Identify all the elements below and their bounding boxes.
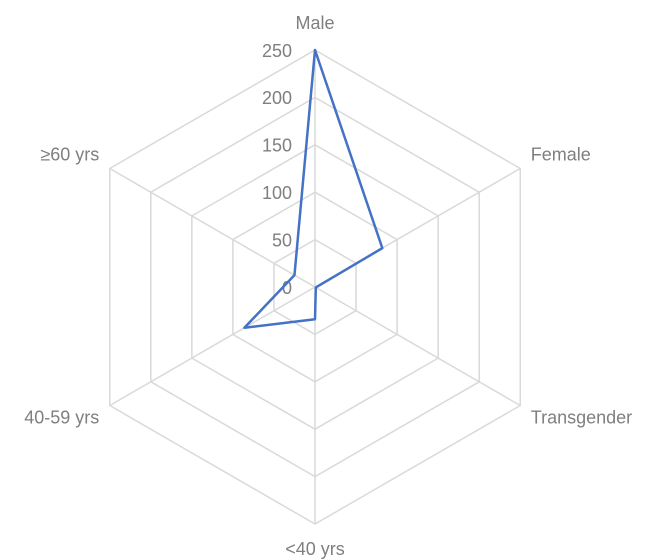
r-tick-label: 200 xyxy=(262,88,292,108)
category-label: ≥60 yrs xyxy=(40,144,99,164)
spoke xyxy=(109,167,316,288)
category-label: <40 yrs xyxy=(285,539,345,559)
r-tick-label: 100 xyxy=(262,183,292,203)
spoke xyxy=(314,286,521,407)
r-tick-label: 0 xyxy=(282,278,292,298)
spoke xyxy=(109,286,316,407)
r-tick-label: 150 xyxy=(262,136,292,156)
category-label: Female xyxy=(531,144,591,164)
category-label: 40-59 yrs xyxy=(24,407,99,427)
series-line xyxy=(243,48,384,330)
r-tick-label: 50 xyxy=(272,230,292,250)
category-label: Transgender xyxy=(531,407,632,427)
r-tick-label: 250 xyxy=(262,41,292,61)
category-label: Male xyxy=(295,13,334,33)
